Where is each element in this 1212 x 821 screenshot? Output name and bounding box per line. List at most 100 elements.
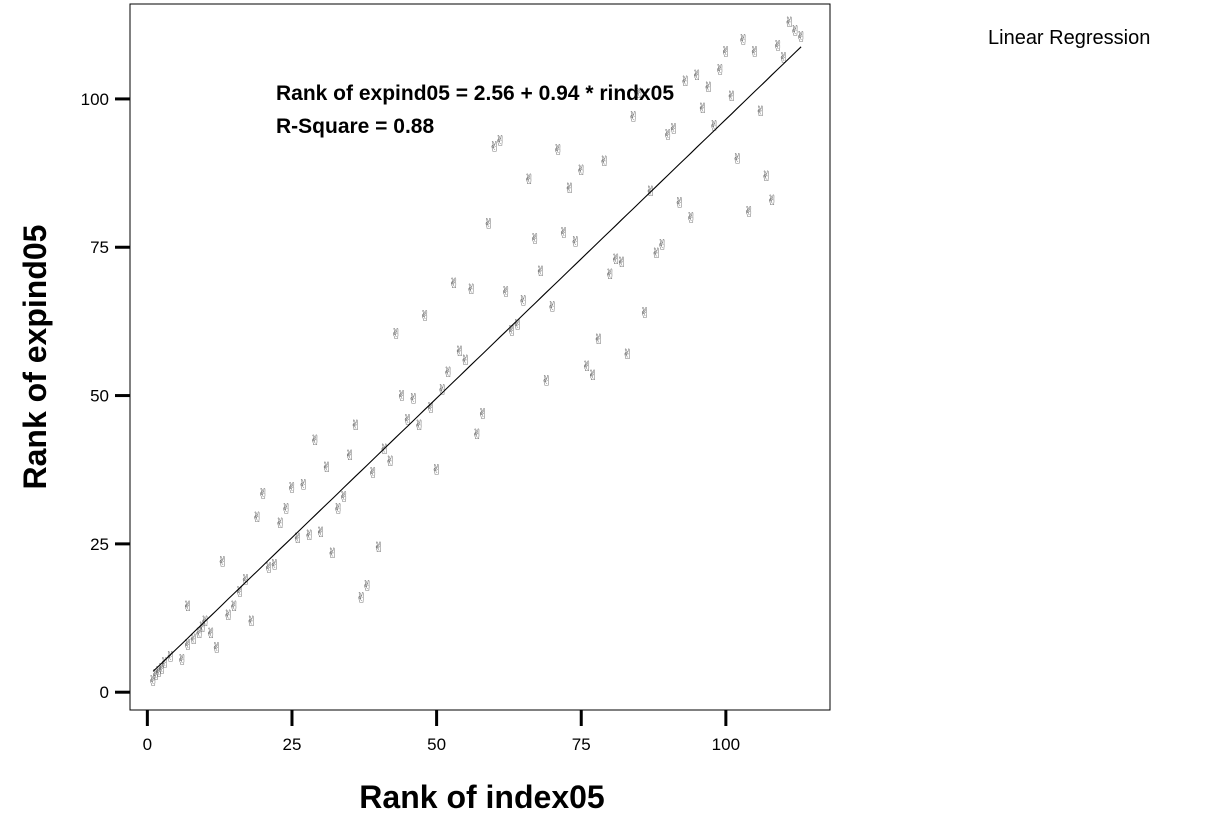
data-point: ✌ xyxy=(552,142,564,158)
data-point: ✌ xyxy=(772,39,784,55)
data-point: ✌ xyxy=(662,128,674,144)
data-point: ✌ xyxy=(234,584,246,600)
data-point: ✌ xyxy=(460,353,472,369)
legend-label: Linear Regression xyxy=(988,27,1150,49)
data-point: ✌ xyxy=(691,68,703,84)
data-point: ✌ xyxy=(327,546,339,562)
data-point: ✌ xyxy=(720,44,732,60)
data-point: ✌ xyxy=(196,620,208,636)
data-point: ✌ xyxy=(471,427,483,443)
data-point: ✌ xyxy=(147,673,159,689)
data-point: ✌ xyxy=(593,332,605,348)
data-point: ✌ xyxy=(575,163,587,179)
data-point: ✌ xyxy=(784,15,796,31)
data-point: ✌ xyxy=(350,418,362,434)
data-point: ✌ xyxy=(396,389,408,405)
data-point: ✌ xyxy=(518,294,530,310)
data-point: ✌ xyxy=(269,558,281,574)
data-point: ✌ xyxy=(760,169,772,185)
data-point: ✌ xyxy=(419,308,431,324)
data-point: ✌ xyxy=(356,590,368,606)
y-axis-title: Rank of expind05 xyxy=(17,225,53,490)
data-point: ✌ xyxy=(367,466,379,482)
data-point: ✌ xyxy=(309,433,321,449)
data-point: ✌ xyxy=(176,653,188,669)
data-point: ✌ xyxy=(156,661,168,677)
y-tick-label: 75 xyxy=(90,238,109,257)
data-point: ✌ xyxy=(778,50,790,66)
x-tick-label: 100 xyxy=(712,735,740,754)
data-point: ✌ xyxy=(656,237,668,253)
y-axis: 0 25 50 75 100 xyxy=(81,90,130,702)
data-point: ✌ xyxy=(541,374,553,390)
data-point: ✌ xyxy=(599,154,611,170)
data-point: ✌ xyxy=(749,44,761,60)
data-point: ✌ xyxy=(465,282,477,298)
data-point: ✌ xyxy=(251,510,263,526)
data-point: ✌ xyxy=(165,650,177,666)
data-point: ✌ xyxy=(257,486,269,502)
x-tick-label: 25 xyxy=(283,735,302,754)
data-point: ✌ xyxy=(685,211,697,227)
data-point: ✌ xyxy=(651,246,663,262)
data-point: ✌ xyxy=(275,516,287,532)
data-point: ✌ xyxy=(506,323,518,339)
data-point: ✌ xyxy=(298,478,310,494)
data-point: ✌ xyxy=(240,572,252,588)
data-point: ✌ xyxy=(188,632,200,648)
data-point: ✌ xyxy=(408,392,420,408)
data-point: ✌ xyxy=(587,368,599,384)
data-point: ✌ xyxy=(581,359,593,375)
data-point: ✌ xyxy=(633,86,645,102)
r-square-annotation: R-Square = 0.88 xyxy=(276,115,434,138)
data-point: ✌ xyxy=(292,531,304,547)
data-point: ✌ xyxy=(570,234,582,250)
data-point: ✌ xyxy=(604,267,616,283)
x-tick-label: 50 xyxy=(427,735,446,754)
data-point: ✌ xyxy=(384,454,396,470)
plot-frame xyxy=(129,3,831,711)
data-point: ✌ xyxy=(431,463,443,479)
data-point: ✌ xyxy=(448,276,460,292)
data-point: ✌ xyxy=(402,412,414,428)
data-point: ✌ xyxy=(546,300,558,316)
data-points: ✌✌✌✌✌✌ ✌✌✌✌✌✌✌✌✌✌✌✌✌✌✌✌✌✌✌✌✌✌✌✌✌✌✌✌✌✌✌✌✌✌… xyxy=(147,15,807,690)
data-point: ✌ xyxy=(483,217,495,233)
data-point: ✌ xyxy=(153,664,165,680)
data-point: ✌ xyxy=(610,252,622,268)
y-tick-label: 0 xyxy=(100,683,109,702)
data-point: ✌ xyxy=(425,400,437,416)
data-point: ✌ xyxy=(535,264,547,280)
x-tick-label: 75 xyxy=(572,735,591,754)
data-point: ✌ xyxy=(703,80,715,96)
data-point: ✌ xyxy=(182,599,194,615)
data-point: ✌ xyxy=(390,326,402,342)
data-point: ✌ xyxy=(338,489,350,505)
data-point: ✌ xyxy=(379,442,391,458)
data-point: ✌ xyxy=(222,608,234,624)
data-point: ✌ xyxy=(789,24,801,40)
data-point: ✌ xyxy=(344,448,356,464)
data-point: ✌ xyxy=(529,231,541,247)
y-tick-label: 100 xyxy=(81,90,109,109)
data-point: ✌ xyxy=(500,285,512,301)
data-point: ✌ xyxy=(211,641,223,657)
data-point: ✌ xyxy=(286,481,298,497)
data-point: ✌ xyxy=(150,667,162,683)
data-point: ✌ xyxy=(622,347,634,363)
data-point: ✌ xyxy=(639,306,651,322)
data-point: ✌ xyxy=(437,383,449,399)
data-point: ✌ xyxy=(205,626,217,642)
data-point: ✌ xyxy=(477,406,489,422)
data-point: ✌ xyxy=(489,139,501,155)
data-point: ✌ xyxy=(217,555,229,571)
data-point: ✌ xyxy=(616,255,628,271)
data-point: ✌ xyxy=(674,196,686,212)
data-point: ✌ xyxy=(726,89,738,105)
data-point: ✌ xyxy=(708,119,720,135)
data-point: ✌ xyxy=(246,614,258,630)
data-point: ✌ xyxy=(743,205,755,221)
data-point: ✌ xyxy=(303,528,315,544)
data-point: ✌ xyxy=(361,578,373,594)
